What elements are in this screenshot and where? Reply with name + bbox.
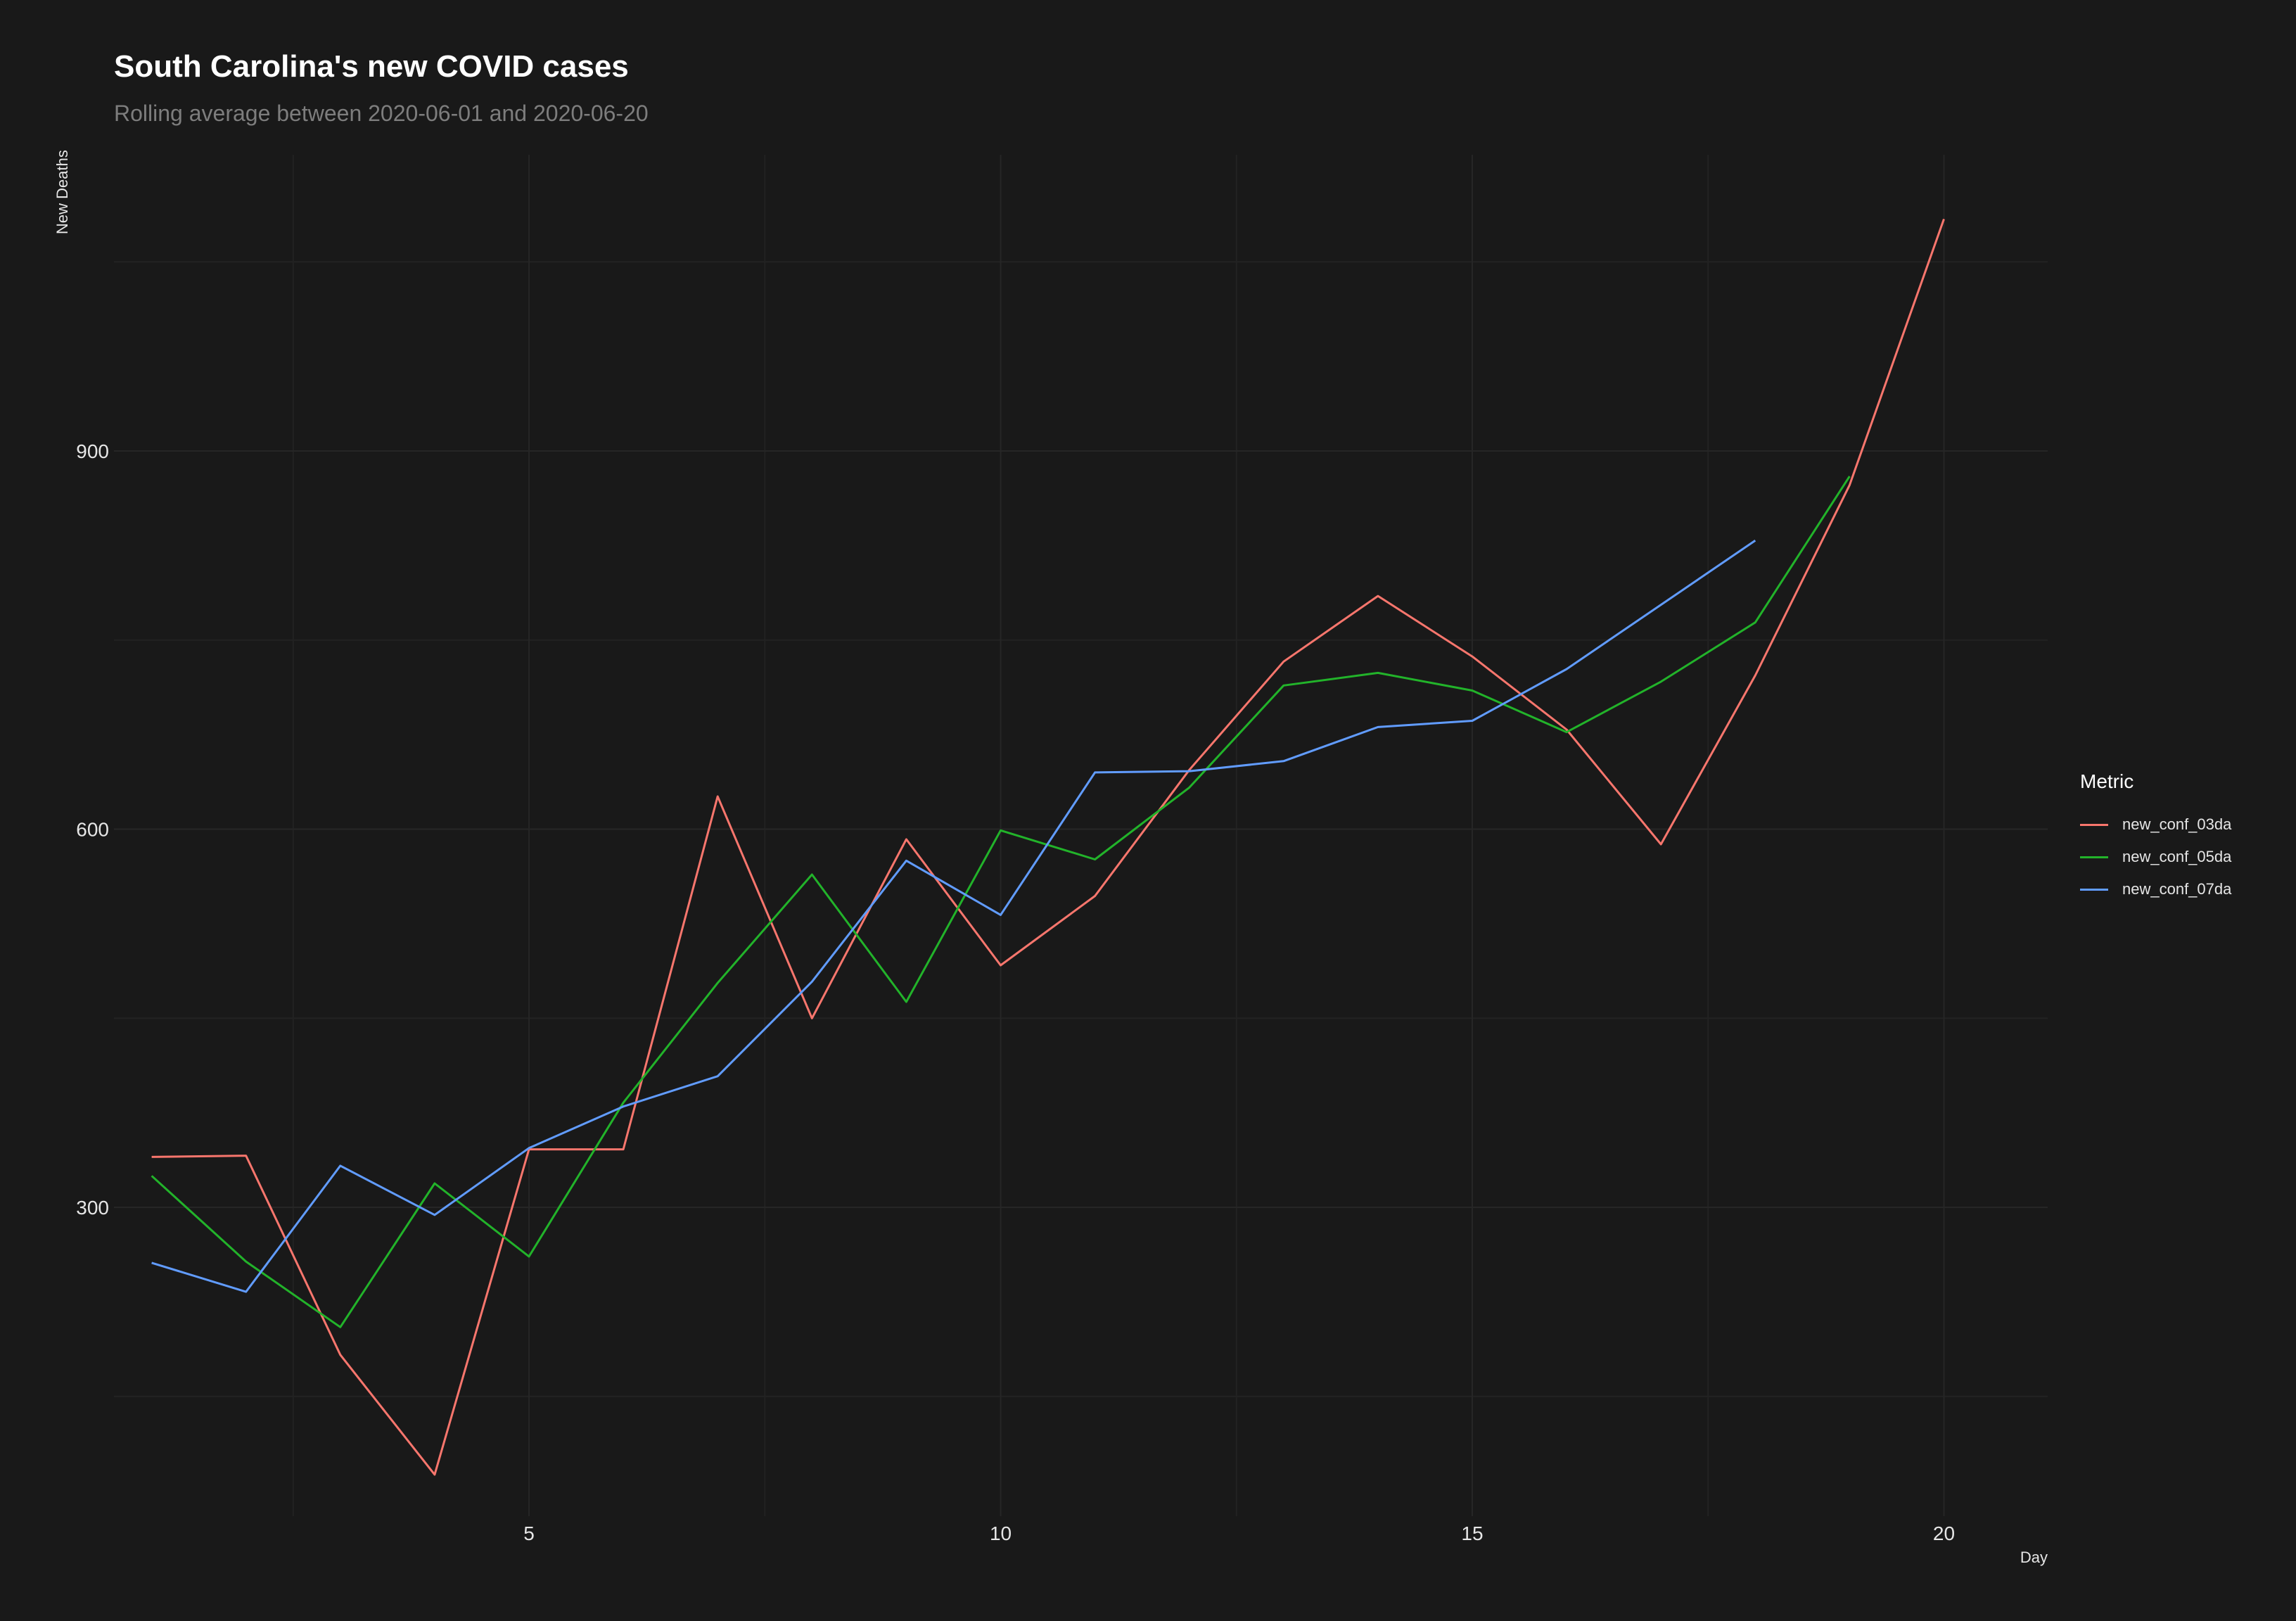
series-line-new_conf_03da xyxy=(151,218,1945,1476)
x-axis-title: Day xyxy=(2020,1549,2048,1566)
legend-label: new_conf_07da xyxy=(2122,880,2232,898)
legend-item: new_conf_05da xyxy=(2080,841,2231,873)
legend-item: new_conf_07da xyxy=(2080,873,2231,905)
legend-items: new_conf_03da new_conf_05da new_conf_07da xyxy=(2080,808,2231,905)
x-tick-label: 5 xyxy=(523,1523,535,1544)
legend-item: new_conf_03da xyxy=(2080,808,2231,841)
legend-key-swatch xyxy=(2080,888,2108,891)
series-line-new_conf_07da xyxy=(151,540,1756,1293)
series-layer xyxy=(151,218,1945,1476)
y-axis-title: New Deaths xyxy=(53,150,71,234)
y-tick-label: 900 xyxy=(76,440,109,462)
legend-key-swatch xyxy=(2080,856,2108,858)
x-tick-label: 15 xyxy=(1461,1523,1483,1544)
x-tick-label: 10 xyxy=(990,1523,1012,1544)
y-tick-label: 300 xyxy=(76,1197,109,1219)
legend-label: new_conf_05da xyxy=(2122,848,2232,865)
y-tick-label: 600 xyxy=(76,819,109,841)
legend-label: new_conf_03da xyxy=(2122,815,2232,833)
chart-title: South Carolina's new COVID cases xyxy=(114,49,629,84)
legend-title: Metric xyxy=(2080,770,2134,792)
legend: Metric new_conf_03da new_conf_05da new_con… xyxy=(2080,770,2231,905)
series-line-new_conf_05da xyxy=(151,476,1851,1328)
tick-layer: 300 600 900 5 10 15 20 xyxy=(76,440,1955,1544)
grid-layer xyxy=(114,155,2048,1516)
legend-key-swatch xyxy=(2080,823,2108,826)
chart-subtitle: Rolling average between 2020-06-01 and 2… xyxy=(114,101,649,126)
x-tick-label: 20 xyxy=(1933,1523,1955,1544)
